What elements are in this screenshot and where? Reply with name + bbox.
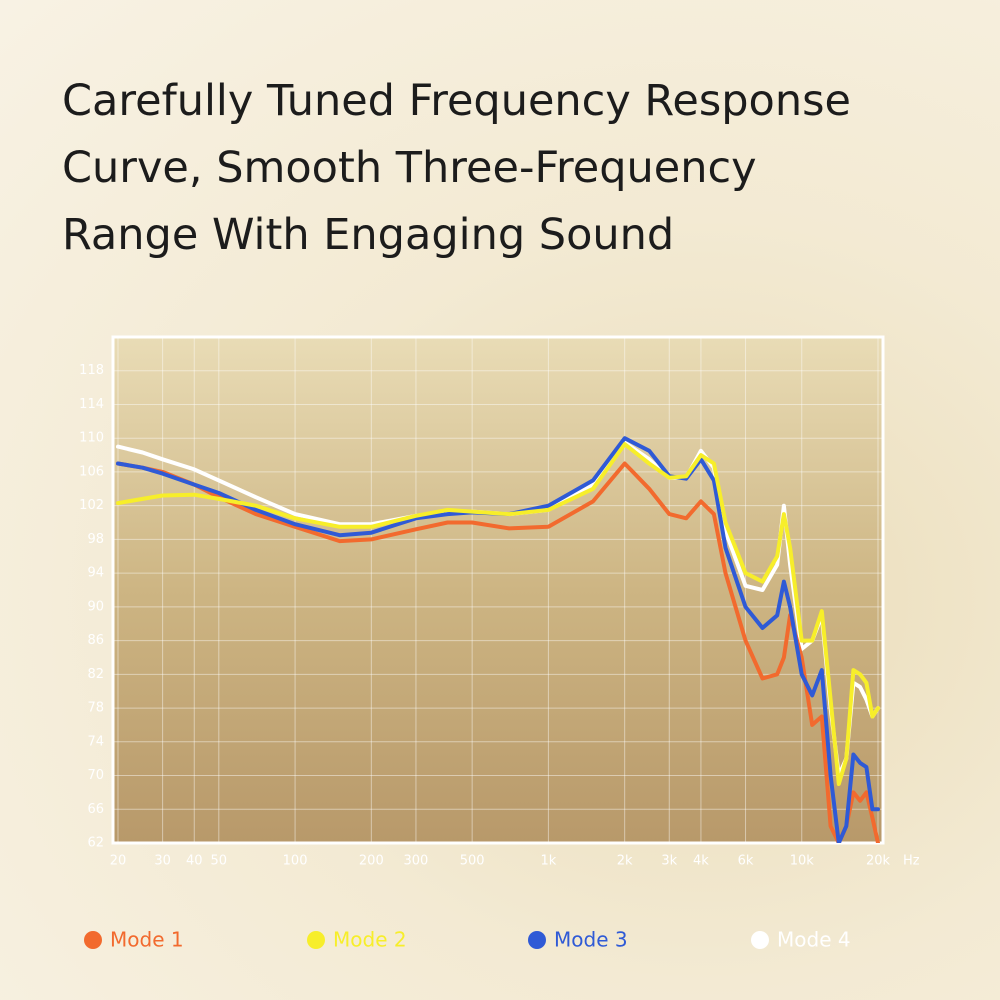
plot-area [111,335,885,845]
chart-title: Curve, Smooth Three-Frequency [62,143,757,193]
legend-label: Mode 3 [554,928,628,952]
y-tick-label: 82 [87,667,104,682]
y-tick-label: 90 [87,599,104,614]
chart-title: Carefully Tuned Frequency Response [62,76,851,126]
y-tick-label: 110 [79,431,104,446]
x-tick-label: 300 [404,854,429,869]
y-tick-label: 118 [79,363,104,378]
x-tick-label: 3k [661,854,677,869]
x-tick-label: 4k [693,854,709,869]
y-tick-label: 62 [87,836,104,851]
y-tick-label: 94 [87,566,104,581]
series-line [116,442,880,786]
legend-marker [751,931,769,949]
x-tick-label: 1k [540,854,556,869]
y-tick-label: 66 [87,802,104,817]
y-tick-label: 86 [87,633,104,648]
x-tick-label: 20k [866,854,891,869]
x-tick-label: 20 [110,854,127,869]
y-tick-label: 70 [87,768,104,783]
y-tick-label: 106 [79,464,104,479]
x-tick-label: 500 [460,854,485,869]
y-tick-label: 98 [87,532,104,547]
x-axis-label: Hz [903,854,920,869]
x-tick-label: 40 [186,854,203,869]
x-tick-label: 6k [738,854,754,869]
legend-marker [528,931,546,949]
x-tick-label: 200 [359,854,384,869]
x-tick-label: 50 [211,854,228,869]
y-tick-label: 78 [87,701,104,716]
legend-label: Mode 2 [333,928,407,952]
legend-label: Mode 1 [110,928,184,952]
y-tick-label: 102 [79,498,104,513]
x-tick-label: 10k [790,854,815,869]
y-tick-label: 114 [79,397,104,412]
x-tick-label: 30 [154,854,171,869]
x-tick-label: 2k [617,854,633,869]
legend-marker [307,931,325,949]
legend-label: Mode 4 [777,928,851,952]
y-tick-label: 74 [87,734,104,749]
chart-title: Range With Engaging Sound [62,210,674,260]
x-tick-label: 100 [283,854,308,869]
legend-marker [84,931,102,949]
